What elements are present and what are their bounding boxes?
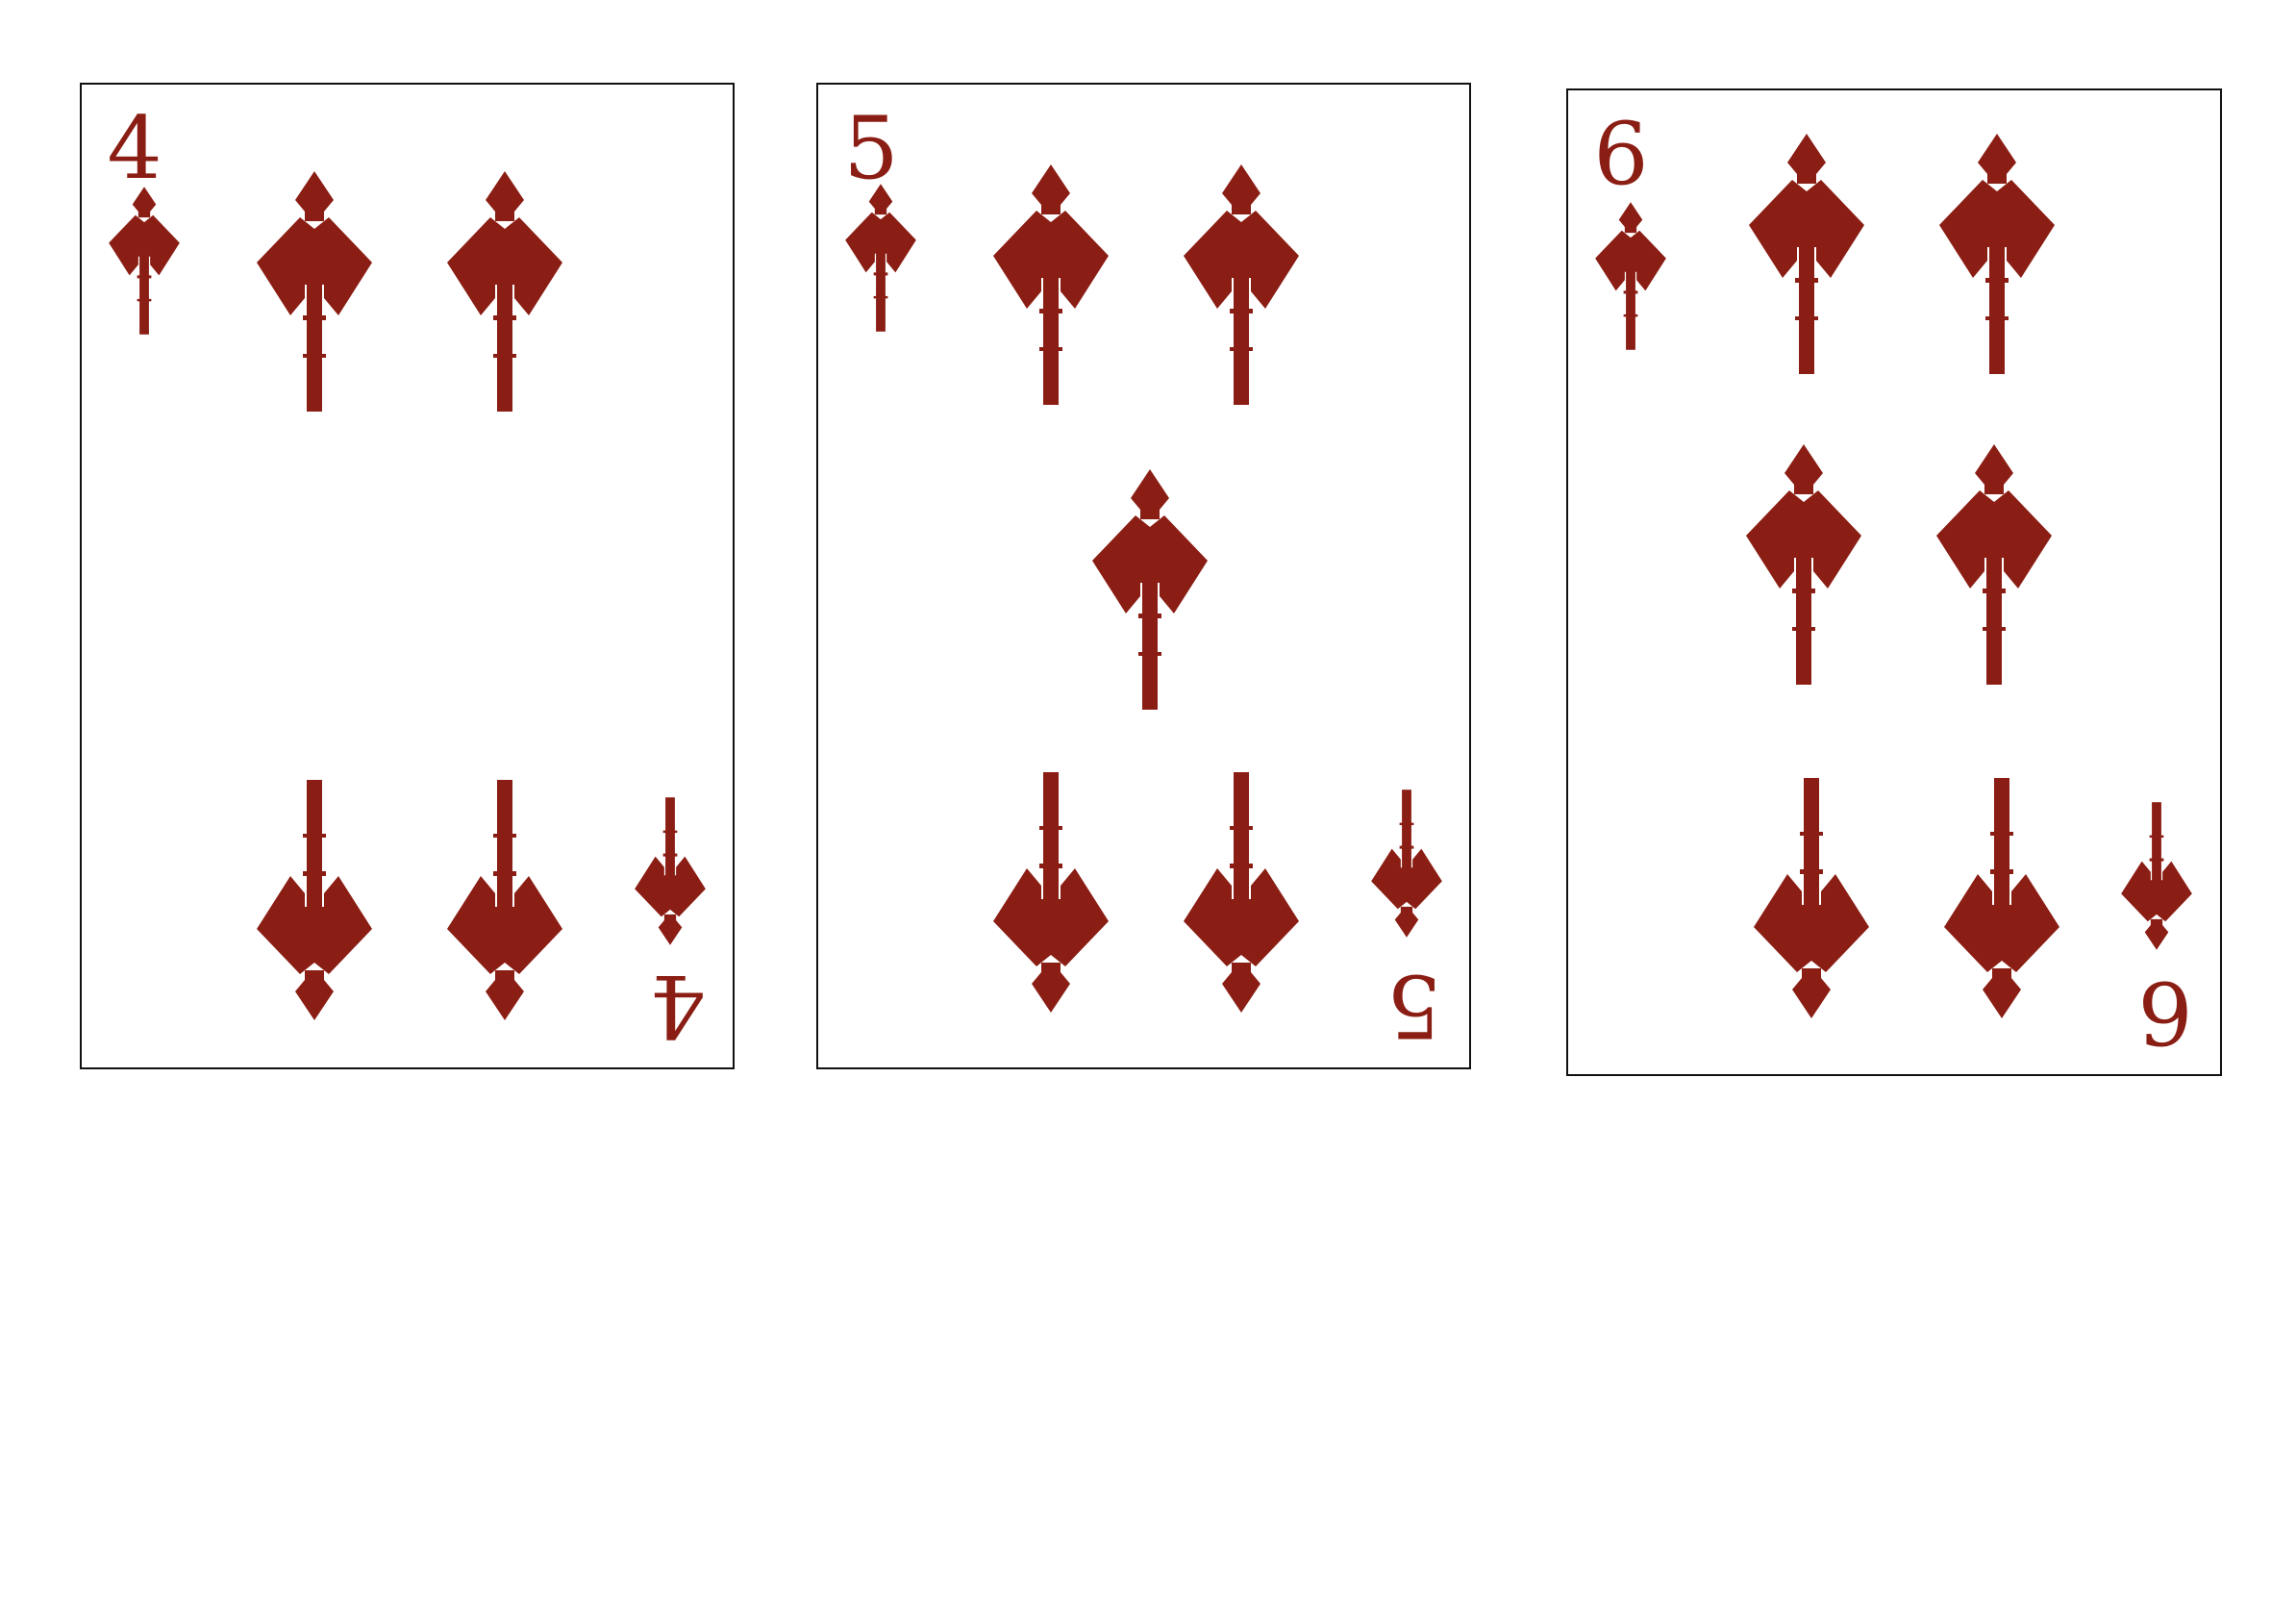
rank-label: 5 xyxy=(833,106,910,192)
spade-leaf-icon xyxy=(437,171,572,412)
rank-label-flipped: 6 xyxy=(2127,968,2204,1055)
spade-leaf-icon xyxy=(1083,469,1217,710)
spade-leaf-icon xyxy=(1934,778,2069,1018)
spade-leaf-icon xyxy=(1739,134,1874,374)
spade-leaf-icon xyxy=(1589,202,1672,350)
rank-label-flipped: 4 xyxy=(639,962,716,1048)
spade-leaf-icon xyxy=(1930,134,2064,374)
spade-leaf-icon xyxy=(984,164,1118,405)
spade-leaf-icon xyxy=(1736,444,1871,685)
playing-card-4[interactable]: 4 4 xyxy=(80,83,735,1069)
playing-card-5[interactable]: 5 5 xyxy=(816,83,1471,1069)
spade-leaf-icon xyxy=(247,171,382,412)
rank-label: 4 xyxy=(96,106,173,192)
spade-leaf-icon xyxy=(1744,778,1879,1018)
spade-leaf-icon xyxy=(1365,789,1448,938)
spade-leaf-icon xyxy=(984,772,1118,1013)
spade-leaf-icon xyxy=(437,780,572,1020)
spade-leaf-icon xyxy=(839,184,922,332)
spade-leaf-icon xyxy=(2115,802,2198,950)
spade-leaf-icon xyxy=(1174,164,1309,405)
playing-card-6[interactable]: 6 6 xyxy=(1566,88,2222,1076)
spade-leaf-icon xyxy=(1927,444,2061,685)
rank-label: 6 xyxy=(1583,112,1660,198)
rank-label-flipped: 5 xyxy=(1376,962,1453,1048)
spade-leaf-icon xyxy=(103,187,186,335)
spade-leaf-icon xyxy=(1174,772,1309,1013)
spade-leaf-icon xyxy=(247,780,382,1020)
spade-leaf-icon xyxy=(629,797,711,945)
